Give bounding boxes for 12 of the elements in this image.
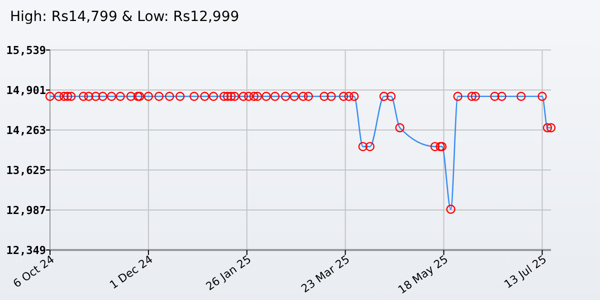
x-tick-label: 23 Mar 25 xyxy=(298,252,352,296)
x-tick-label: 18 May 25 xyxy=(396,252,450,297)
y-tick-label: 14,263 xyxy=(6,124,46,137)
y-tick-label: 12,349 xyxy=(6,244,46,257)
y-tick-label: 12,987 xyxy=(6,204,46,217)
chart-title: High: Rs14,799 & Low: Rs12,999 xyxy=(10,9,240,25)
y-tick-label: 15,539 xyxy=(6,44,46,57)
x-tick-label: 26 Jan 25 xyxy=(204,252,254,294)
x-tick-label: 1 Dec 24 xyxy=(107,252,156,292)
y-tick-label: 13,625 xyxy=(6,164,46,177)
y-tick-label: 14,901 xyxy=(6,84,46,97)
x-tick-label: 13 Jul 25 xyxy=(502,252,549,292)
